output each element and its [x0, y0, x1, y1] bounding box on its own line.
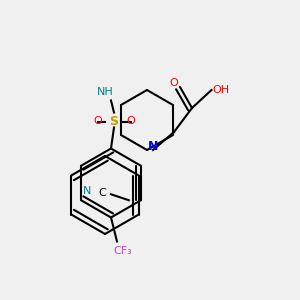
Text: C: C [98, 188, 106, 198]
Text: CF₃: CF₃ [114, 245, 132, 256]
Text: S: S [110, 115, 118, 128]
Text: O: O [169, 77, 178, 88]
Text: O: O [93, 116, 102, 127]
Text: N: N [83, 186, 91, 196]
Text: N: N [148, 140, 158, 154]
Text: NH: NH [97, 86, 113, 97]
Text: O: O [126, 116, 135, 127]
Text: OH: OH [212, 85, 229, 95]
